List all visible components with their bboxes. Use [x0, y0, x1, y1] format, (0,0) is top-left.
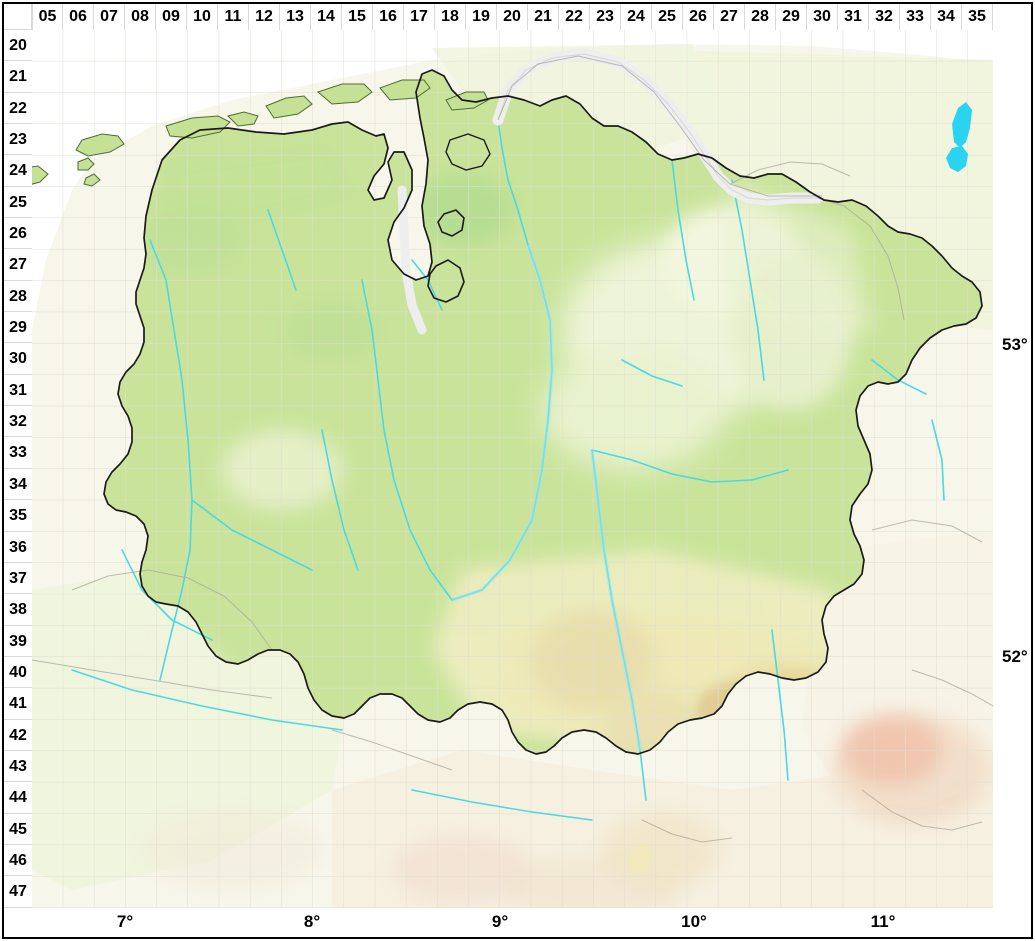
column-header-11[interactable]: 11 — [218, 4, 249, 30]
row-header-26[interactable]: 26 — [4, 218, 32, 250]
row-header-46[interactable]: 46 — [4, 844, 32, 877]
corner-blank-cell — [4, 4, 32, 30]
row-header-33[interactable]: 33 — [4, 437, 32, 469]
row-header-39[interactable]: 39 — [4, 625, 32, 657]
row-header-22[interactable]: 22 — [4, 92, 32, 125]
longitude-label-11: 11° — [870, 912, 896, 931]
longitude-label-10: 10° — [681, 912, 707, 931]
row-header-44[interactable]: 44 — [4, 782, 32, 814]
longitude-label-9: 9° — [491, 912, 509, 931]
bottom-gutter — [4, 908, 1031, 937]
column-header-33[interactable]: 33 — [900, 4, 931, 30]
map-viewport[interactable] — [32, 30, 993, 908]
column-header-12[interactable]: 12 — [249, 4, 280, 30]
row-header-40[interactable]: 40 — [4, 656, 32, 689]
longitude-label-8: 8° — [303, 912, 321, 931]
lakes — [628, 102, 972, 872]
row-header-30[interactable]: 30 — [4, 343, 32, 375]
row-header-47[interactable]: 47 — [4, 876, 32, 908]
bremen-enclaves — [427, 209, 465, 303]
topographic-map[interactable] — [32, 30, 993, 908]
row-header-21[interactable]: 21 — [4, 61, 32, 93]
row-header-45[interactable]: 45 — [4, 813, 32, 845]
column-header-18[interactable]: 18 — [435, 4, 466, 30]
row-header-36[interactable]: 36 — [4, 531, 32, 563]
column-header-27[interactable]: 27 — [714, 4, 745, 30]
row-header-34[interactable]: 34 — [4, 468, 32, 501]
column-header-15[interactable]: 15 — [342, 4, 373, 30]
row-header-29[interactable]: 29 — [4, 312, 32, 344]
row-header-column[interactable]: 20 21 22 23 24 25 26 27 28 29 30 31 32 33 34 35 36 37 38 39… — [4, 30, 32, 908]
column-header-22[interactable]: 22 — [559, 4, 590, 30]
column-header-14[interactable]: 14 — [311, 4, 342, 30]
column-header-row[interactable]: 05 06 07 08 09 10 11 12 13 14 15 16 17 18 19 20 21 22 23 24… — [32, 4, 993, 30]
row-header-41[interactable]: 41 — [4, 688, 32, 720]
column-header-06[interactable]: 06 — [63, 4, 94, 30]
row-header-37[interactable]: 37 — [4, 562, 32, 595]
latitude-label-53: 53° — [1000, 334, 1030, 356]
row-header-23[interactable]: 23 — [4, 124, 32, 156]
column-header-21[interactable]: 21 — [528, 4, 559, 30]
column-header-05[interactable]: 05 — [32, 4, 63, 30]
row-header-28[interactable]: 28 — [4, 280, 32, 313]
row-header-24[interactable]: 24 — [4, 155, 32, 187]
row-header-20[interactable]: 20 — [4, 30, 32, 62]
column-header-31[interactable]: 31 — [838, 4, 869, 30]
column-header-07[interactable]: 07 — [94, 4, 125, 30]
row-header-25[interactable]: 25 — [4, 186, 32, 219]
row-header-35[interactable]: 35 — [4, 500, 32, 532]
column-header-29[interactable]: 29 — [776, 4, 807, 30]
column-header-20[interactable]: 20 — [497, 4, 528, 30]
column-header-08[interactable]: 08 — [125, 4, 156, 30]
column-header-10[interactable]: 10 — [187, 4, 218, 30]
state-border-lower-saxony — [103, 69, 983, 755]
row-header-38[interactable]: 38 — [4, 594, 32, 626]
longitude-label-7: 7° — [116, 912, 134, 931]
coordinate-grid — [32, 30, 993, 908]
river-halo — [451, 244, 642, 751]
column-header-23[interactable]: 23 — [590, 4, 621, 30]
row-header-27[interactable]: 27 — [4, 249, 32, 281]
column-header-30[interactable]: 30 — [807, 4, 838, 30]
column-header-16[interactable]: 16 — [373, 4, 404, 30]
row-header-42[interactable]: 42 — [4, 719, 32, 751]
district-boundaries — [32, 55, 993, 843]
right-gutter — [993, 4, 1031, 937]
column-header-32[interactable]: 32 — [869, 4, 900, 30]
column-header-09[interactable]: 09 — [156, 4, 187, 30]
column-header-13[interactable]: 13 — [280, 4, 311, 30]
column-header-25[interactable]: 25 — [652, 4, 683, 30]
column-header-19[interactable]: 19 — [466, 4, 497, 30]
row-header-32[interactable]: 32 — [4, 406, 32, 438]
column-header-26[interactable]: 26 — [683, 4, 714, 30]
column-header-24[interactable]: 24 — [621, 4, 652, 30]
column-header-28[interactable]: 28 — [745, 4, 776, 30]
map-layers — [32, 30, 993, 908]
column-header-17[interactable]: 17 — [404, 4, 435, 30]
hamburg-notch — [445, 133, 491, 171]
row-header-43[interactable]: 43 — [4, 750, 32, 783]
row-header-31[interactable]: 31 — [4, 374, 32, 407]
column-header-35[interactable]: 35 — [962, 4, 993, 30]
latitude-label-52: 52° — [1000, 646, 1030, 668]
column-header-34[interactable]: 34 — [931, 4, 962, 30]
